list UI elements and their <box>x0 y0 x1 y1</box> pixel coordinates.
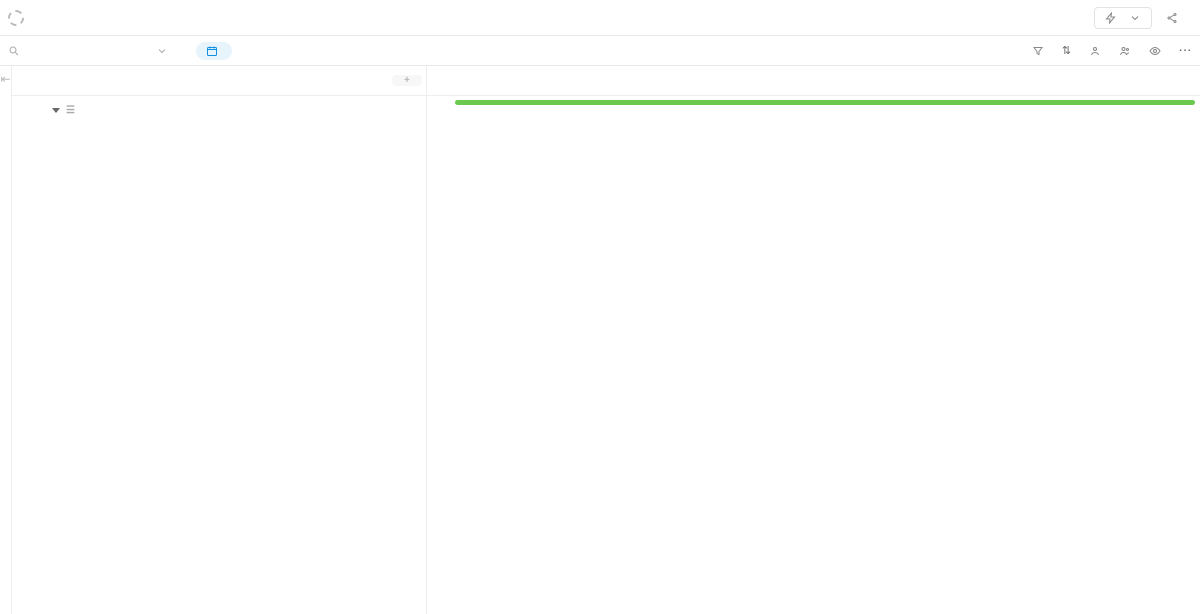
column-header: + <box>12 66 426 96</box>
automate-button[interactable] <box>1094 7 1152 29</box>
filter-button[interactable] <box>1032 45 1048 57</box>
timeline-body[interactable] <box>427 96 1200 614</box>
app-logo-icon <box>8 10 24 26</box>
add-view-button[interactable] <box>58 12 78 24</box>
chevron-down-icon <box>52 108 60 113</box>
search-icon <box>8 45 20 57</box>
more-button[interactable]: ··· <box>1179 44 1192 57</box>
toolbar: ⇅ ··· <box>0 36 1200 66</box>
group-row[interactable]: ☰ <box>12 96 426 124</box>
share-button[interactable] <box>1156 8 1192 28</box>
assignees-button[interactable] <box>1119 45 1135 57</box>
share-icon <box>1166 12 1178 24</box>
calendar-icon <box>206 45 218 57</box>
chevron-down-icon <box>1129 12 1141 24</box>
chevron-down-icon <box>156 45 168 57</box>
weekday-toggle[interactable] <box>196 42 232 60</box>
user-icon <box>1089 45 1101 57</box>
timeline-header <box>427 66 1200 96</box>
timeline-panel <box>427 66 1200 614</box>
me-button[interactable] <box>1089 45 1105 57</box>
add-column-button[interactable]: + <box>392 75 422 86</box>
users-icon <box>1119 45 1131 57</box>
show-button[interactable] <box>1149 45 1165 57</box>
filter-icon <box>1032 45 1044 57</box>
list-icon: ☰ <box>66 105 75 116</box>
bolt-icon <box>1105 12 1117 24</box>
eye-icon <box>1149 45 1161 57</box>
search-input[interactable] <box>8 45 168 57</box>
topbar <box>0 0 1200 36</box>
summary-bar <box>455 100 1195 105</box>
sortby-button[interactable]: ⇅ <box>1062 44 1075 57</box>
collapse-icon[interactable]: ⇤ <box>0 66 12 614</box>
task-list-panel: + ☰ <box>12 66 427 614</box>
